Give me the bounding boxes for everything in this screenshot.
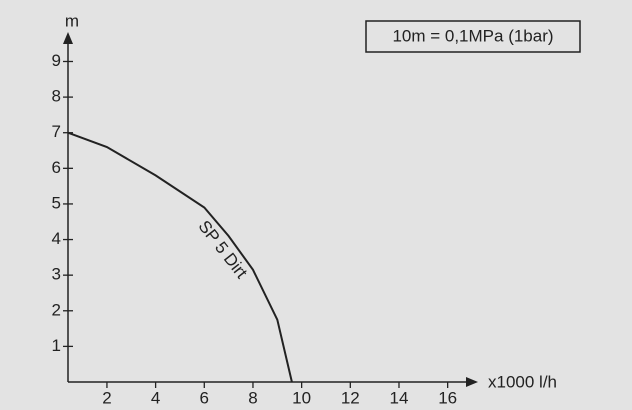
x-tick-label: 10 <box>292 388 311 407</box>
x-tick-label: 4 <box>151 388 160 407</box>
x-tick-label: 6 <box>200 388 209 407</box>
x-tick-label: 8 <box>248 388 257 407</box>
x-axis-label: x1000 l/h <box>488 372 557 391</box>
y-tick-label: 5 <box>52 193 61 212</box>
x-axis-arrow <box>466 377 478 387</box>
x-tick-label: 14 <box>390 388 409 407</box>
y-tick-label: 6 <box>52 158 61 177</box>
y-tick-label: 4 <box>52 229 61 248</box>
y-tick-label: 2 <box>52 300 61 319</box>
annotation: 10m = 0,1MPa (1bar) <box>392 26 553 45</box>
y-tick-label: 3 <box>52 265 61 284</box>
curve <box>67 131 293 383</box>
x-tick-label: 12 <box>341 388 360 407</box>
y-tick-label: 7 <box>52 122 61 141</box>
y-axis-label: m <box>65 11 79 30</box>
y-tick-label: 9 <box>52 51 61 70</box>
y-axis-arrow <box>63 32 73 44</box>
annotation-box <box>365 20 581 53</box>
y-tick-label: 8 <box>52 87 61 106</box>
y-tick-label: 1 <box>52 336 61 355</box>
x-tick-label: 16 <box>438 388 457 407</box>
x-tick-label: 2 <box>102 388 111 407</box>
